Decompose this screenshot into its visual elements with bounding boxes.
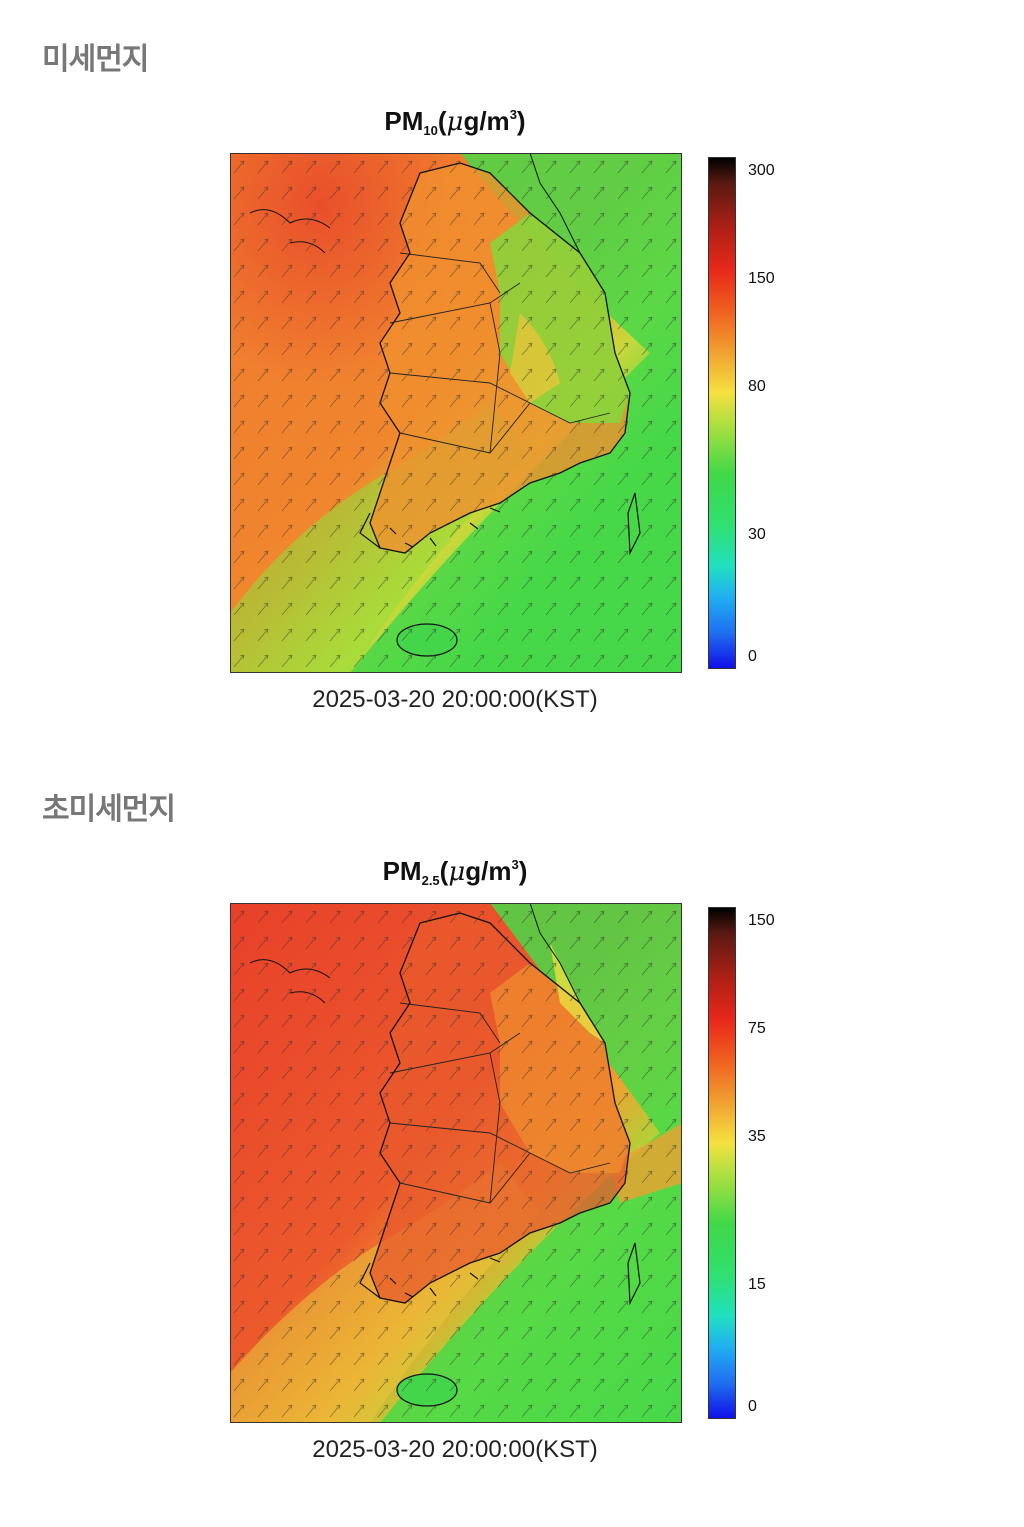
timestamp-pm25: 2025-03-20 20:00:00(KST) (312, 1436, 598, 1463)
colorbar-pm25 (708, 907, 736, 1419)
map-panel-pm10 (230, 153, 682, 673)
colorbar-tick: 80 (748, 378, 766, 395)
colorbar-tick: 15 (748, 1276, 766, 1293)
colorbar-tick: 0 (748, 648, 757, 665)
section-heading-pm25: 초미세먼지 (42, 792, 176, 827)
colorbar-tick: 0 (748, 1398, 757, 1415)
colorbar-tick: 30 (748, 526, 766, 543)
colorbar-tick: 300 (748, 162, 775, 179)
colorbar-tick: 150 (748, 912, 775, 929)
colorbar-pm10 (708, 157, 736, 669)
map-panel-pm25 (230, 903, 682, 1423)
colorbar-tick: 150 (748, 270, 775, 287)
timestamp-pm10: 2025-03-20 20:00:00(KST) (312, 686, 598, 713)
section-heading-pm10: 미세먼지 (42, 42, 149, 77)
colorbar-tick: 75 (748, 1020, 766, 1037)
map-title-pm25: PM2.5(μg/m3) (382, 856, 528, 888)
colorbar-tick: 35 (748, 1128, 766, 1145)
map-title-pm10: PM10(μg/m3) (384, 106, 526, 138)
